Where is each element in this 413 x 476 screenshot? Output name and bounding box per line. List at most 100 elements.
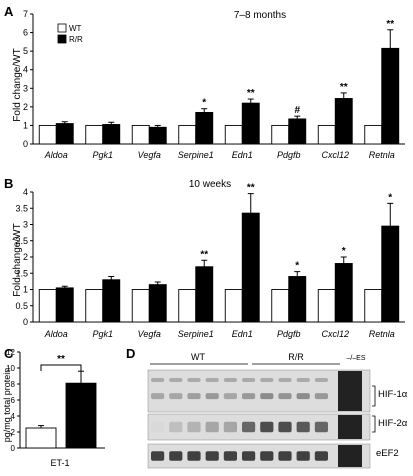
panel-c-bar-wt	[25, 427, 57, 449]
panel-b-bar-wt	[271, 289, 290, 323]
panel-a-category-label: Vegfa	[138, 150, 161, 160]
panel-c-xlabel: ET-1	[50, 458, 69, 468]
panel-b-category-label: Cxcl12	[321, 329, 349, 339]
panel-a-bar-rr	[102, 124, 121, 145]
group-label-es: –/–ES	[346, 355, 365, 362]
legend-swatch-wt	[57, 23, 67, 33]
panel-d: D WT R/R –/–ES HIF-1α HIF-2α eEF2	[126, 346, 408, 469]
blot-eef2-band	[169, 451, 183, 461]
blot-hif1a-band-upper	[242, 378, 256, 382]
panel-b-y-tick-label: 0.5	[15, 301, 28, 311]
panel-a-category-label: Retnla	[369, 150, 395, 160]
panel-b-bar-wt	[38, 289, 57, 323]
panel-a-bar-wt	[178, 124, 197, 145]
panel-a-y-tick-label: 3	[23, 83, 28, 93]
panel-c-bar-rr	[65, 382, 97, 449]
blot-hif1a-band	[278, 393, 292, 400]
group-label-wt: WT	[191, 352, 205, 362]
blot-hif2a-band	[187, 421, 201, 433]
blot-eef2-band	[205, 451, 219, 461]
panel-a-y-tick-label: 2	[23, 102, 28, 112]
blot-eef2-band	[223, 451, 237, 461]
panel-a-category-label: Pdgfb	[277, 150, 301, 160]
panel-b-category-label: Serpine1	[178, 329, 214, 339]
panel-a-y-tick-label: 0	[23, 139, 28, 149]
blot-eef2-band	[151, 451, 165, 461]
blot-hif1a-band	[242, 393, 256, 400]
blot-hif2a-band	[169, 421, 183, 433]
panel-b-y-tick-label: 1	[23, 285, 28, 295]
panel-b-significance: *	[388, 192, 392, 203]
panel-letter-c: C	[4, 346, 14, 361]
panel-a-significance: *	[202, 98, 206, 109]
blot-eef2-background	[147, 443, 371, 469]
panel-b-category-label: Aldoa	[44, 329, 68, 339]
blot-hif2a-band	[223, 421, 237, 433]
legend-label-wt: WT	[69, 24, 82, 33]
blot-hif1a-band	[205, 393, 219, 400]
blot-hif2a-es-lane	[338, 415, 362, 439]
blot-hif1a-band	[151, 393, 165, 400]
panel-b-bar-wt	[131, 289, 150, 323]
panel-a-bar-wt	[38, 124, 57, 145]
blot-eef2-band	[296, 451, 310, 461]
panel-b-significance: *	[295, 261, 299, 272]
blot-hif1a-band-upper	[314, 378, 328, 382]
panel-b-bar-rr	[381, 225, 400, 323]
panel-letter-d: D	[126, 346, 135, 361]
panel-b-y-tick-label: 0	[23, 317, 28, 327]
blot-hif1a-band-upper	[205, 378, 219, 382]
panel-a-y-tick-label: 1	[23, 120, 28, 130]
panel-b-y-tick-label: 3	[23, 220, 28, 230]
panel-a-plot: 0 1 2 3 4 5 6 7 Aldoa Pgk1 Vegfa * Serpine1 ** Edn1 # Pd…	[23, 9, 405, 160]
panel-b-bar-rr	[334, 263, 353, 323]
panel-c-y-tick-label: 8	[11, 380, 16, 389]
blot-hif1a-band	[314, 393, 328, 400]
panel-c-y-tick-label: 10	[6, 364, 15, 373]
panel-b: B 10 weeks Fold change/WT 0 0.5 1 1.5 2 2.5 3 3…	[4, 176, 405, 339]
blot-eef2-band	[187, 451, 201, 461]
panel-c-y-tick-label: 6	[11, 396, 16, 405]
blot-eef2-band	[278, 451, 292, 461]
blot-hif1a-band-upper	[296, 378, 310, 382]
blot-hif1a-band	[223, 393, 237, 400]
panel-a-category-label: Edn1	[232, 150, 253, 160]
panel-a-bar-wt	[364, 124, 383, 145]
blot-hif1a-background	[147, 369, 371, 413]
blot-hif2a-background	[147, 413, 371, 441]
blot-hif1a-band-upper	[187, 378, 201, 382]
blot-eef2-band	[314, 451, 328, 461]
panel-b-y-tick-label: 2	[23, 252, 28, 262]
panel-a-bar-rr	[195, 111, 214, 145]
panel-a: A 7–8 months Fold change/WT WT R/R 0 1 2 3 4…	[4, 4, 405, 160]
panel-b-bar-wt	[85, 289, 104, 323]
panel-b-y-tick-label: 4	[23, 187, 28, 197]
panel-a-y-tick-label: 6	[23, 28, 28, 38]
panel-c-significance: **	[57, 354, 65, 365]
panel-c: C pg/mg total protein ET-1 0 2 4 6 8 10 12 **	[2, 346, 105, 468]
panel-c-y-tick-label: 0	[11, 444, 16, 453]
blot-hif2a-band	[205, 421, 219, 433]
blot-hif2a-band	[278, 421, 292, 433]
panel-c-y-tick-label: 4	[11, 412, 16, 421]
panel-b-bar-rr	[241, 212, 260, 323]
panel-c-ylabel: pg/mg total protein	[2, 368, 12, 443]
panel-c-significance-bracket	[40, 364, 82, 371]
panel-b-ylabel: Fold change/WT	[12, 223, 23, 296]
blot-hif2a-band	[151, 421, 165, 433]
panel-b-y-tick-label: 3.5	[15, 203, 28, 213]
panel-b-bar-wt	[317, 289, 336, 323]
group-label-rr: R/R	[288, 352, 304, 362]
blot-hif2a-band	[260, 421, 274, 433]
panel-b-category-label: Vegfa	[138, 329, 161, 339]
panel-c-plot: 0 2 4 6 8 10 12 **	[6, 348, 105, 453]
blot-hif2a-band	[314, 421, 328, 433]
panel-a-category-label: Aldoa	[44, 150, 68, 160]
legend-label-rr: R/R	[69, 35, 83, 44]
legend-swatch-rr	[57, 34, 67, 44]
blot-hif1a-band	[169, 393, 183, 400]
panel-a-y-tick-label: 7	[23, 9, 28, 19]
panel-a-category-label: Pgk1	[92, 150, 113, 160]
blot-hif2a-band	[296, 421, 310, 433]
blot-eef2-band	[242, 451, 256, 461]
